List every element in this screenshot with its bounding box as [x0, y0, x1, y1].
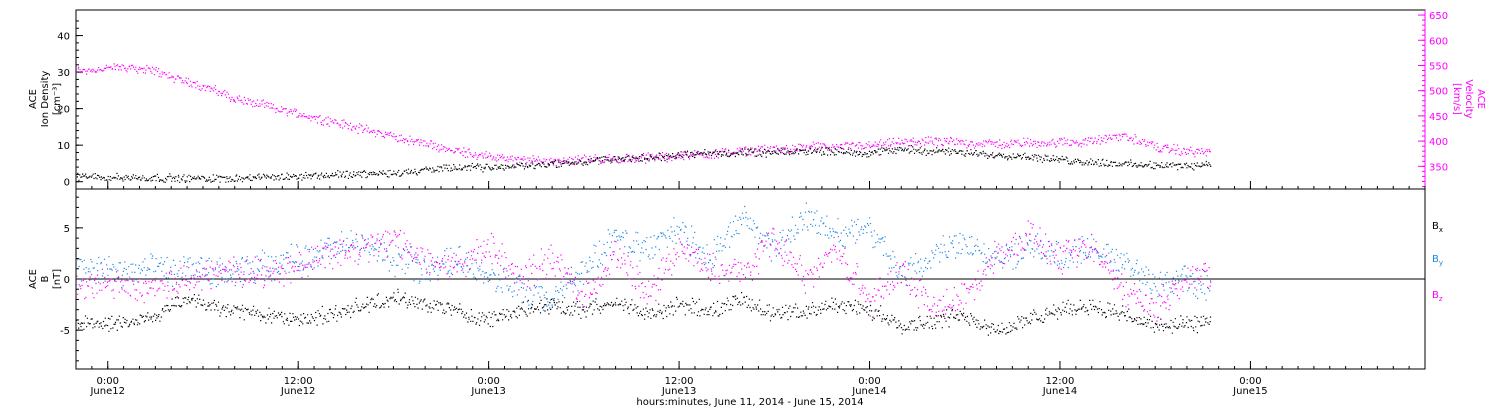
- x-tick-time-label: 0:00: [858, 376, 880, 387]
- series-ion-density-points: [76, 145, 1212, 183]
- series-by-points: [76, 202, 1212, 311]
- x-axis-title: hours:minutes, June 11, 2014 - June 15, …: [636, 397, 863, 408]
- bottom-left-axis-label-line1: ACE: [28, 269, 39, 289]
- legend-by-text: B: [1432, 254, 1439, 265]
- x-tick-day-label: June14: [1042, 386, 1078, 397]
- legend-bx: Bx: [1432, 221, 1443, 234]
- legend-bz: Bz: [1432, 290, 1443, 303]
- x-tick-day-label: June14: [851, 386, 887, 397]
- bottom-left-tick-label: 5: [64, 224, 70, 235]
- top-right-tick-label: 600: [1429, 36, 1448, 47]
- series-ion-density: [76, 145, 1212, 183]
- x-tick-day-label: June13: [661, 386, 697, 397]
- x-tick-time-label: 12:00: [665, 376, 694, 387]
- top-right-tick-label: 550: [1429, 61, 1448, 72]
- x-tick-time-label: 12:00: [1046, 376, 1075, 387]
- bottom-left-axis-label-line2: B: [40, 275, 51, 282]
- legend-by-sub: y: [1439, 259, 1443, 267]
- x-tick-time-label: 0:00: [1239, 376, 1261, 387]
- top-left-axis-label-units: [cm⁻³]: [52, 83, 63, 115]
- bottom-left-tick-label: -5: [60, 326, 70, 337]
- bottom-panel: -5 0 5: [60, 188, 1426, 370]
- legend: Bx By Bz: [1432, 221, 1443, 303]
- top-right-tick-label: 450: [1429, 112, 1448, 123]
- x-axis: 0:00June1212:00June120:00June1312:00June…: [75, 181, 1426, 397]
- top-right-axis-label-line1: ACE: [1475, 89, 1486, 109]
- series-by: [76, 202, 1212, 311]
- legend-bx-sub: x: [1439, 226, 1443, 234]
- x-tick-time-label: 12:00: [284, 376, 313, 387]
- top-left-tick-label: 20: [57, 105, 70, 116]
- top-left-axis-label-line2: Ion Density: [40, 71, 51, 128]
- top-right-tick-label: 650: [1429, 11, 1448, 22]
- top-left-tick-label: 30: [57, 68, 70, 79]
- x-tick-day-label: June12: [280, 386, 316, 397]
- top-left-tick-label: 0: [64, 178, 70, 189]
- top-right-axis-label-line2: Velocity: [1463, 79, 1474, 118]
- series-bz-points: [76, 220, 1212, 322]
- top-left-tick-label: 40: [57, 32, 70, 43]
- top-right-tick-label: 350: [1429, 162, 1448, 173]
- bottom-left-tick-label: 0: [64, 275, 70, 286]
- x-tick-day-label: June13: [470, 386, 506, 397]
- x-tick-day-label: June12: [89, 386, 125, 397]
- x-tick-time-label: 0:00: [97, 376, 119, 387]
- top-right-axis-label-units: [km/s]: [1451, 83, 1462, 115]
- legend-by: By: [1432, 254, 1443, 267]
- x-tick-day-label: June15: [1232, 386, 1268, 397]
- legend-bz-text: B: [1432, 290, 1439, 301]
- x-tick-time-label: 0:00: [477, 376, 499, 387]
- legend-bz-sub: z: [1439, 295, 1443, 303]
- series-bx: [76, 288, 1212, 336]
- series-velocity: [76, 63, 1211, 167]
- top-right-tick-label: 400: [1429, 137, 1448, 148]
- series-bz: [76, 220, 1212, 322]
- top-left-tick-label: 10: [57, 141, 70, 152]
- legend-bx-text: B: [1432, 221, 1439, 232]
- top-left-axis-label-line1: ACE: [28, 89, 39, 109]
- series-velocity-points: [76, 63, 1211, 167]
- top-panel-frame: [75, 9, 1426, 190]
- bottom-left-axis-label-units: [nT]: [52, 269, 63, 289]
- top-panel: 0 10 20 30 40 350 400 450 500 550 600 650: [57, 9, 1448, 190]
- top-right-tick-label: 500: [1429, 87, 1448, 98]
- series-bx-points: [76, 288, 1212, 336]
